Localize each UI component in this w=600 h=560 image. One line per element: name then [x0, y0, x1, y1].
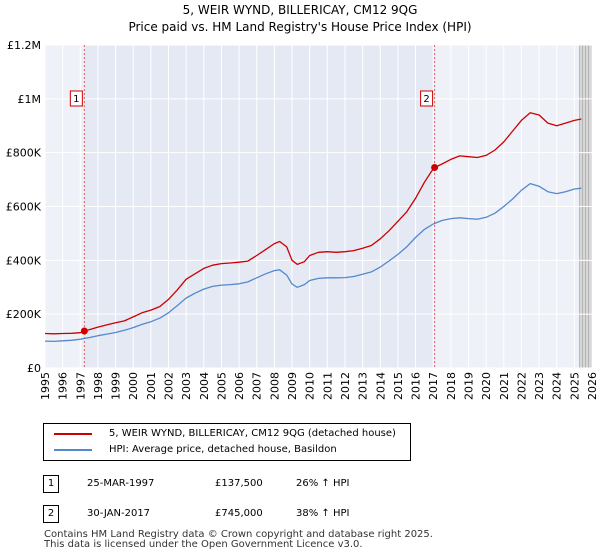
x-tick-label: 2007 [251, 372, 264, 400]
legend-label-hpi: HPI: Average price, detached house, Basi… [109, 444, 337, 455]
footer-copyright: Contains HM Land Registry data © Crown c… [44, 529, 433, 540]
x-tick-label: 2000 [127, 372, 140, 400]
x-tick-label: 2003 [180, 372, 193, 400]
sale-label: 2 [423, 94, 429, 105]
x-tick-label: 2024 [551, 372, 564, 400]
x-tick-label: 2022 [515, 372, 528, 400]
x-tick-label: 1999 [110, 372, 123, 400]
y-tick-label: £1M [18, 93, 42, 106]
x-tick-label: 2025 [568, 372, 581, 400]
sale-hpi: 38% ↑ HPI [296, 508, 350, 519]
x-tick-label: 1997 [74, 372, 87, 400]
x-tick-label: 2001 [145, 372, 158, 400]
y-tick-label: £0 [27, 362, 41, 375]
x-tick-label: 2013 [357, 372, 370, 400]
sale-point [431, 163, 439, 171]
x-tick-label: 2002 [163, 372, 176, 400]
x-tick-label: 2010 [304, 372, 317, 400]
sale-badge: 1 [43, 475, 59, 493]
x-tick-label: 1995 [39, 372, 52, 400]
series-line-property [44, 112, 582, 335]
x-tick-label: 2026 [586, 372, 599, 400]
x-tick-label: 2004 [198, 372, 211, 400]
x-tick-label: 2008 [268, 372, 281, 400]
x-tick-label: 2006 [233, 372, 246, 400]
sale-price: £745,000 [215, 508, 263, 519]
sale-date: 30-JAN-2017 [87, 508, 151, 519]
x-tick-label: 2021 [498, 372, 511, 400]
x-tick-label: 2018 [445, 372, 458, 400]
chart-subtitle: Price paid vs. HM Land Registry's House … [128, 20, 472, 34]
y-tick-label: £1.2M [7, 39, 41, 52]
footer-licence: This data is licensed under the Open Gov… [44, 539, 363, 550]
legend-swatch-red [54, 433, 92, 435]
sale-label-box [420, 90, 434, 107]
sale-label: 1 [73, 94, 79, 105]
x-tick-label: 2017 [427, 372, 440, 400]
y-tick-label: £400K [6, 254, 42, 267]
y-tick-label: £800K [6, 147, 42, 160]
legend-swatch-blue [54, 449, 92, 451]
footer: Contains HM Land Registry data © Crown c… [44, 530, 433, 550]
y-tick-label: £200K [6, 308, 42, 321]
chart-title: 5, WEIR WYND, BILLERICAY, CM12 9QG [182, 3, 418, 17]
sale-point [80, 327, 88, 335]
price-chart: £0 £200K £400K £600K £800K £1M £1.2M 1995 1996 19… [6, 39, 599, 400]
x-tick-label: 2020 [480, 372, 493, 400]
legend-label-property: 5, WEIR WYND, BILLERICAY, CM12 9QG (deta… [109, 428, 396, 439]
legend: 5, WEIR WYND, BILLERICAY, CM12 9QG (deta… [43, 423, 411, 461]
series-line-hpi [44, 182, 582, 343]
x-tick-label: 1998 [92, 372, 105, 400]
sale-label-box [69, 90, 83, 107]
sale-price: £137,500 [215, 478, 263, 489]
y-tick-label: £600K [6, 201, 42, 214]
x-tick-label: 1996 [57, 372, 70, 400]
x-tick-label: 2009 [286, 372, 299, 400]
x-tick-label: 2014 [374, 372, 387, 400]
sale-hpi: 26% ↑ HPI [296, 478, 350, 489]
x-tick-label: 2012 [339, 372, 352, 400]
x-tick-label: 2011 [321, 372, 334, 400]
x-tick-label: 2019 [462, 372, 475, 400]
sale-badge: 2 [43, 505, 59, 523]
sale-date: 25-MAR-1997 [87, 478, 155, 489]
x-tick-label: 2016 [410, 372, 423, 400]
x-tick-label: 2023 [533, 372, 546, 400]
x-tick-label: 2005 [215, 372, 228, 400]
x-tick-label: 2015 [392, 372, 405, 400]
